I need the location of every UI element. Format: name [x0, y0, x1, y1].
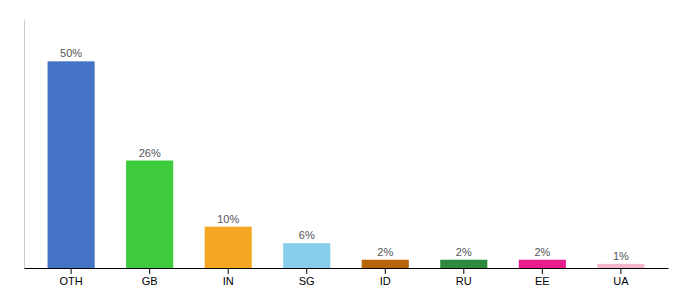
bar — [519, 260, 566, 268]
x-tick-label: ID — [380, 275, 391, 287]
bar — [205, 227, 252, 268]
bar — [440, 260, 487, 268]
data-label: 6% — [299, 229, 315, 241]
data-label: 10% — [217, 213, 239, 225]
data-label: 2% — [534, 246, 550, 258]
bar — [597, 264, 644, 268]
y-axis-line — [24, 21, 25, 269]
x-tick-label: UA — [613, 275, 629, 287]
y-axis — [24, 21, 25, 269]
bar — [126, 161, 173, 268]
x-tick: RU — [456, 268, 472, 287]
bars — [48, 61, 645, 268]
plot: OTH GB IN SG ID RU EE UA 50% 26% 10% 6% 2% 2% 2% 1% — [25, 21, 669, 287]
x-tick-label: GB — [142, 275, 158, 287]
x-tick-label: OTH — [60, 275, 83, 287]
x-tick: ID — [380, 268, 391, 287]
x-tick: UA — [613, 268, 629, 287]
x-tick-label: SG — [299, 275, 315, 287]
x-tick-label: RU — [456, 275, 472, 287]
x-tick-mark — [71, 268, 72, 274]
data-label: 1% — [613, 250, 629, 262]
chart: OTH GB IN SG ID RU EE UA 50% 26% 10% 6% 2% 2% 2% 1% — [0, 0, 680, 300]
x-tick: EE — [535, 268, 550, 287]
chart-container: OTH GB IN SG ID RU EE UA 50% 26% 10% 6% 2% 2% 2% 1% — [0, 0, 680, 300]
x-tick-mark — [149, 268, 150, 274]
x-tick: SG — [299, 268, 315, 287]
x-tick-label: EE — [535, 275, 550, 287]
x-tick: GB — [142, 268, 158, 287]
data-label: 2% — [456, 246, 472, 258]
x-tick-mark — [542, 268, 543, 274]
x-tick-mark — [385, 268, 386, 274]
bar — [362, 260, 409, 268]
x-tick-label: IN — [223, 275, 234, 287]
x-tick-mark — [306, 268, 307, 274]
bar — [48, 61, 95, 268]
x-axis-line — [25, 268, 669, 269]
x-tick-mark — [463, 268, 464, 274]
x-tick: OTH — [60, 268, 83, 287]
x-tick-mark — [228, 268, 229, 274]
x-tick: IN — [223, 268, 234, 287]
data-label: 26% — [139, 147, 161, 159]
bar — [283, 243, 330, 268]
data-labels: 50% 26% 10% 6% 2% 2% 2% 1% — [60, 47, 629, 262]
data-label: 50% — [60, 47, 82, 59]
x-axis: OTH GB IN SG ID RU EE UA — [25, 268, 669, 287]
x-tick-mark — [620, 268, 621, 274]
data-label: 2% — [377, 246, 393, 258]
